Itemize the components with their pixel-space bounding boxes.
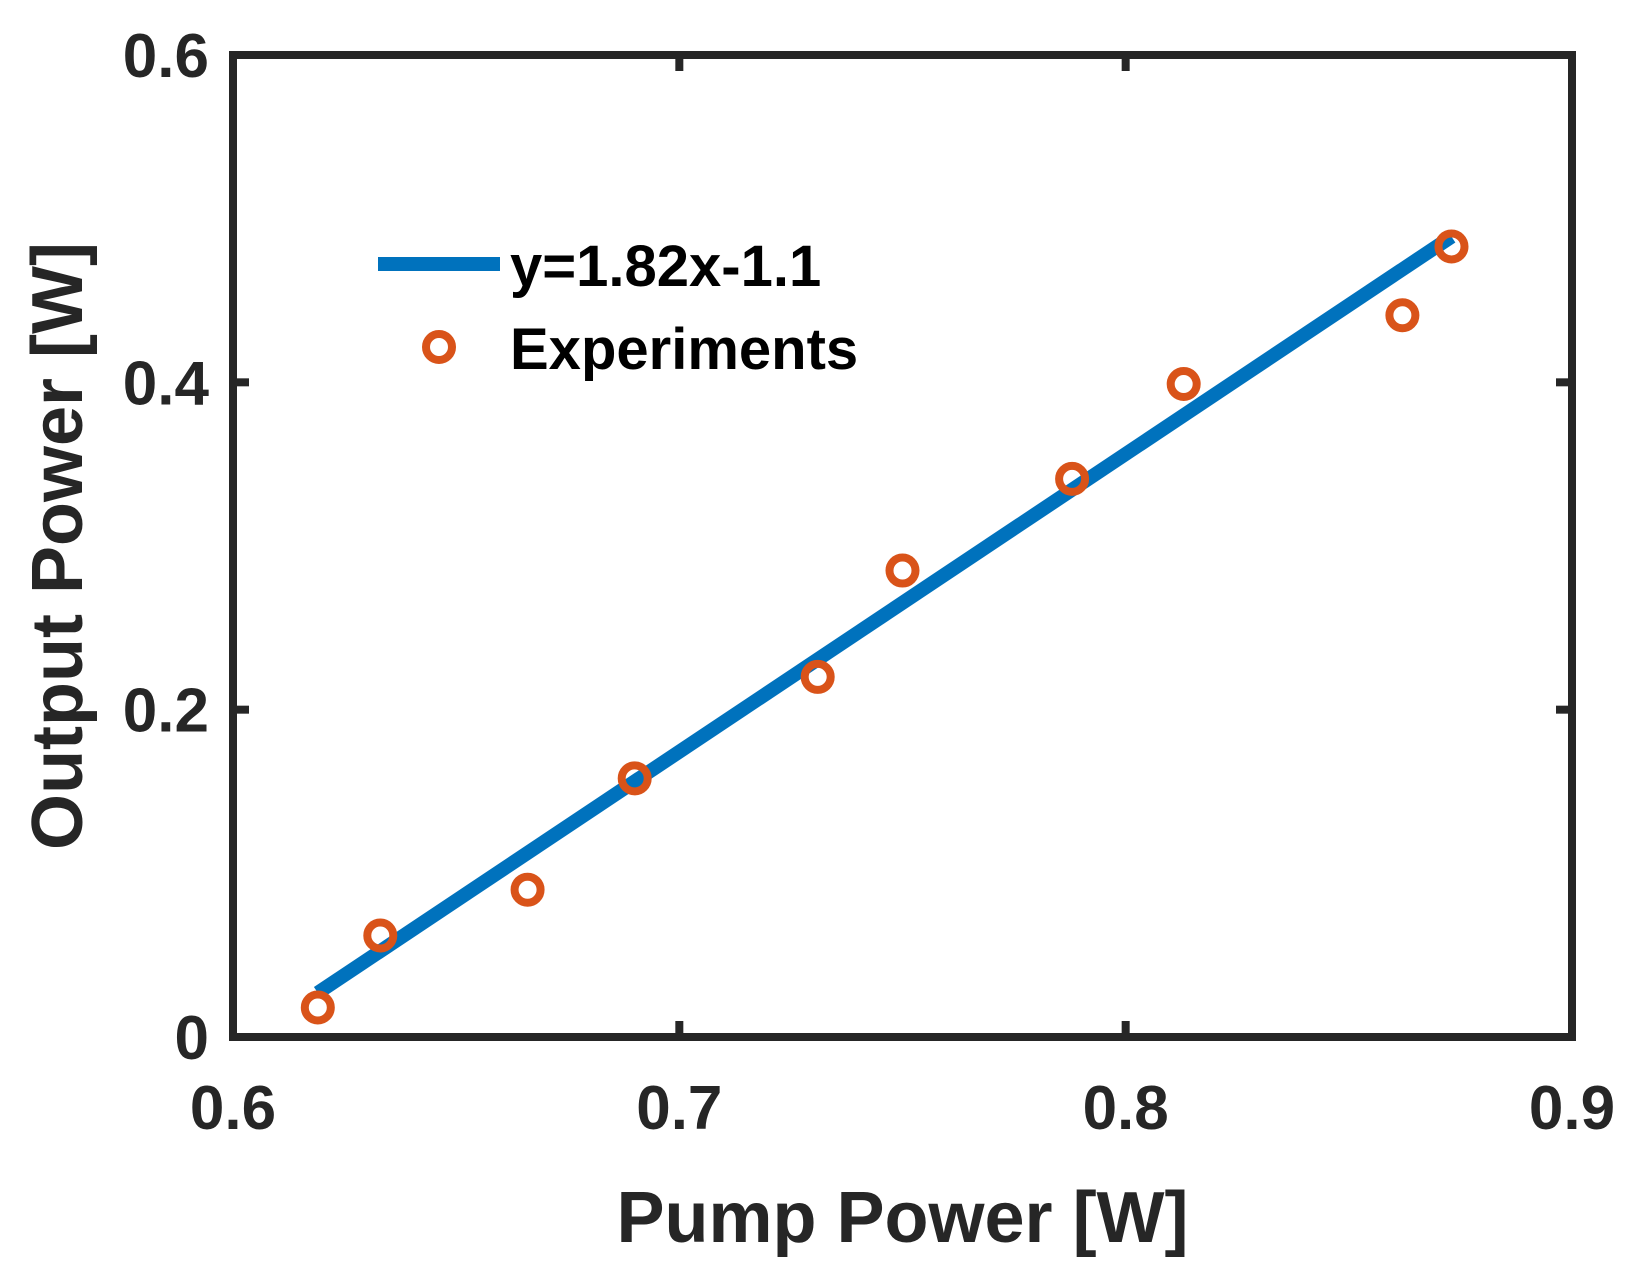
experiment-point	[617, 761, 652, 796]
series-layer	[300, 229, 1469, 1025]
axis-ticks	[229, 51, 1576, 1041]
experiment-point	[1434, 229, 1469, 264]
x-tick-label: 0.9	[1529, 1074, 1615, 1143]
y-tick-labels: 0 0.2 0.4 0.6	[123, 22, 210, 1073]
y-axis-label: Output Power [W]	[18, 242, 98, 850]
legend: y=1.82x-1.1 Experiments	[378, 234, 858, 382]
x-tick-label: 0.8	[1083, 1074, 1169, 1143]
y-tick-label: 0	[175, 1004, 209, 1073]
experiment-point	[1385, 298, 1420, 333]
experiment-point	[510, 872, 545, 907]
y-tick-label: 0.4	[123, 349, 210, 418]
legend-label-experiments: Experiments	[510, 317, 858, 382]
experiment-point	[300, 990, 335, 1025]
x-tick-label: 0.7	[636, 1074, 722, 1143]
legend-label-fit: y=1.82x-1.1	[510, 234, 821, 299]
y-tick-label: 0.6	[123, 22, 209, 91]
x-tick-labels: 0.6 0.7 0.8 0.9	[190, 1074, 1615, 1143]
x-tick-label: 0.6	[190, 1074, 276, 1143]
experiment-point	[363, 918, 398, 953]
experiment-point	[885, 553, 920, 588]
experiment-point	[1055, 461, 1090, 496]
legend-marker-swatch	[422, 330, 456, 364]
axes-box	[229, 51, 1576, 1041]
experiment-point	[800, 659, 835, 694]
y-tick-label: 0.2	[123, 677, 209, 746]
fit-line	[313, 230, 1456, 999]
x-axis-label: Pump Power [W]	[617, 1178, 1189, 1258]
experiment-point	[1166, 366, 1201, 401]
